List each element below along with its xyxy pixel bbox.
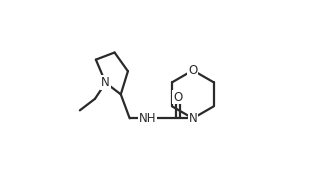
Text: NH: NH <box>139 112 156 125</box>
Text: N: N <box>101 76 110 89</box>
Text: O: O <box>188 64 197 77</box>
Text: O: O <box>173 90 182 104</box>
Text: N: N <box>188 112 197 125</box>
